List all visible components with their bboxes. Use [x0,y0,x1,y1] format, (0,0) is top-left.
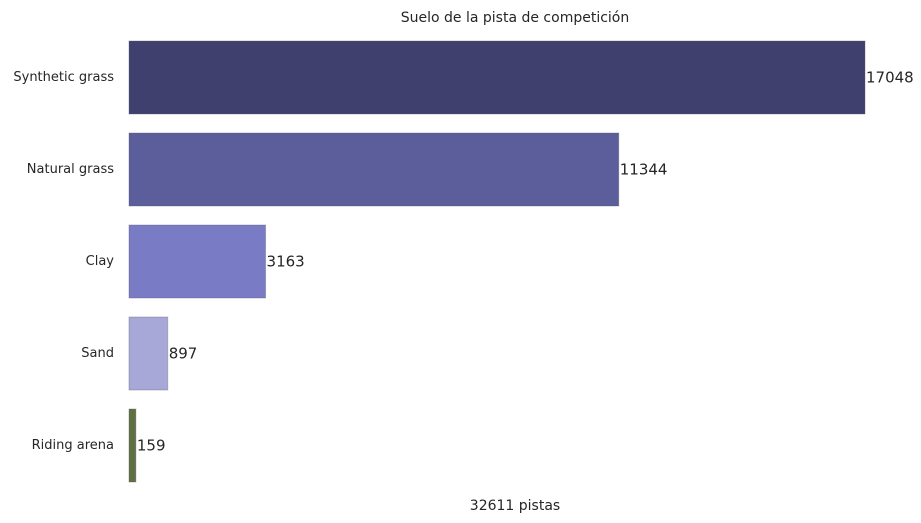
category-label-natural-grass: Natural grass [27,162,114,177]
bars-group [128,40,866,483]
bar-sand [128,316,169,391]
category-label-sand: Sand [81,346,114,361]
value-label-synthetic-grass: 17048 [866,69,914,87]
x-axis-label: 32611 pistas [470,498,560,514]
value-label-sand: 897 [169,345,198,363]
bar-riding-arena [128,408,137,483]
value-label-clay: 3163 [267,253,305,271]
value-label-riding-arena: 159 [137,437,166,455]
category-label-clay: Clay [86,254,115,269]
chart-title: Suelo de la pista de competición [401,10,630,26]
category-labels-group: Synthetic grass Natural grass Clay Sand Ridi… [13,70,114,453]
category-label-synthetic-grass: Synthetic grass [13,70,114,85]
bar-natural-grass [128,132,620,207]
value-labels-group: 17048 11344 3163 897 159 [137,69,914,455]
category-label-riding-arena: Riding arena [32,438,114,453]
bar-synthetic-grass [128,40,866,115]
value-label-natural-grass: 11344 [620,161,668,179]
bar-clay [128,224,267,299]
